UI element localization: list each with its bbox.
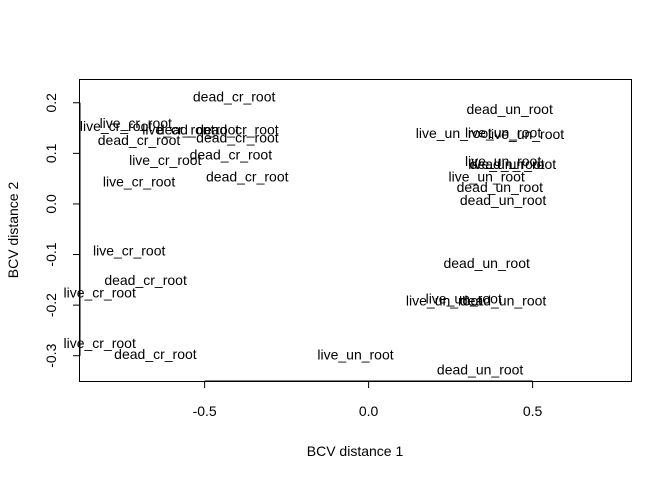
x-axis: -0.5 0.0 0.5 xyxy=(193,380,543,419)
x-axis-title: BCV distance 1 xyxy=(307,443,404,459)
data-point-label: live_cr_root xyxy=(103,174,175,190)
data-point-label: dead_un_root xyxy=(460,192,547,208)
y-tick-label: 0.1 xyxy=(43,143,59,163)
data-point-label: dead_cr_root xyxy=(157,122,240,138)
x-tick-label: -0.5 xyxy=(193,403,217,419)
data-points: dead_cr_rootlive_cr_rootlive_cr_rootlive… xyxy=(63,89,564,378)
data-point-label: live_un_root xyxy=(406,293,482,309)
data-point-label: live_cr_root xyxy=(129,152,201,168)
data-point-label: live_un_root xyxy=(465,125,541,141)
data-point-label: live_un_root xyxy=(468,156,544,172)
data-point-label: live_cr_root xyxy=(93,242,165,258)
data-point-label: dead_un_root xyxy=(437,361,524,377)
y-tick-label: 0.2 xyxy=(43,93,59,113)
data-point-label: dead_cr_root xyxy=(114,346,197,362)
y-tick-label: -0.2 xyxy=(43,293,59,317)
y-axis-title: BCV distance 2 xyxy=(5,182,21,279)
data-point-label: dead_cr_root xyxy=(196,122,279,138)
y-tick-label: -0.3 xyxy=(43,343,59,367)
data-point-label: dead_un_root xyxy=(443,255,530,271)
data-point-label: live_cr_root xyxy=(63,335,135,351)
data-point-label: live_un_root xyxy=(449,169,525,185)
data-point-label: live_un_root xyxy=(465,153,541,169)
data-point-label: live_un_root xyxy=(416,125,492,141)
data-point-label: live_cr_root xyxy=(80,118,152,134)
data-point-label: live_un_root xyxy=(317,347,393,363)
data-point-label: live_cr_root xyxy=(142,122,214,138)
data-point-label: dead_cr_root xyxy=(206,169,289,185)
data-point-label: live_un_root xyxy=(488,126,564,142)
y-tick-label: -0.1 xyxy=(43,242,59,266)
data-point-label: dead_un_root xyxy=(466,101,553,117)
data-point-label: live_cr_root xyxy=(100,115,172,131)
data-point-label: dead_cr_root xyxy=(190,146,273,162)
data-point-label: live_un_root xyxy=(426,291,502,307)
data-point-label: dead_cr_root xyxy=(196,130,279,146)
data-point-label: live_cr_root xyxy=(63,284,135,300)
data-point-label: dead_cr_root xyxy=(104,272,187,288)
y-tick-label: 0.0 xyxy=(43,194,59,214)
data-point-label: dead_un_root xyxy=(457,179,544,195)
data-point-label: dead_un_root xyxy=(470,156,557,172)
x-tick-label: 0.5 xyxy=(523,403,543,419)
data-point-label: dead_cr_root xyxy=(98,132,181,148)
y-axis: -0.3 -0.2 -0.1 0.0 0.1 0.2 xyxy=(43,93,81,368)
data-point-label: dead_un_root xyxy=(460,293,547,309)
x-tick-label: 0.0 xyxy=(359,403,379,419)
data-point-label: dead_cr_root xyxy=(193,89,276,105)
